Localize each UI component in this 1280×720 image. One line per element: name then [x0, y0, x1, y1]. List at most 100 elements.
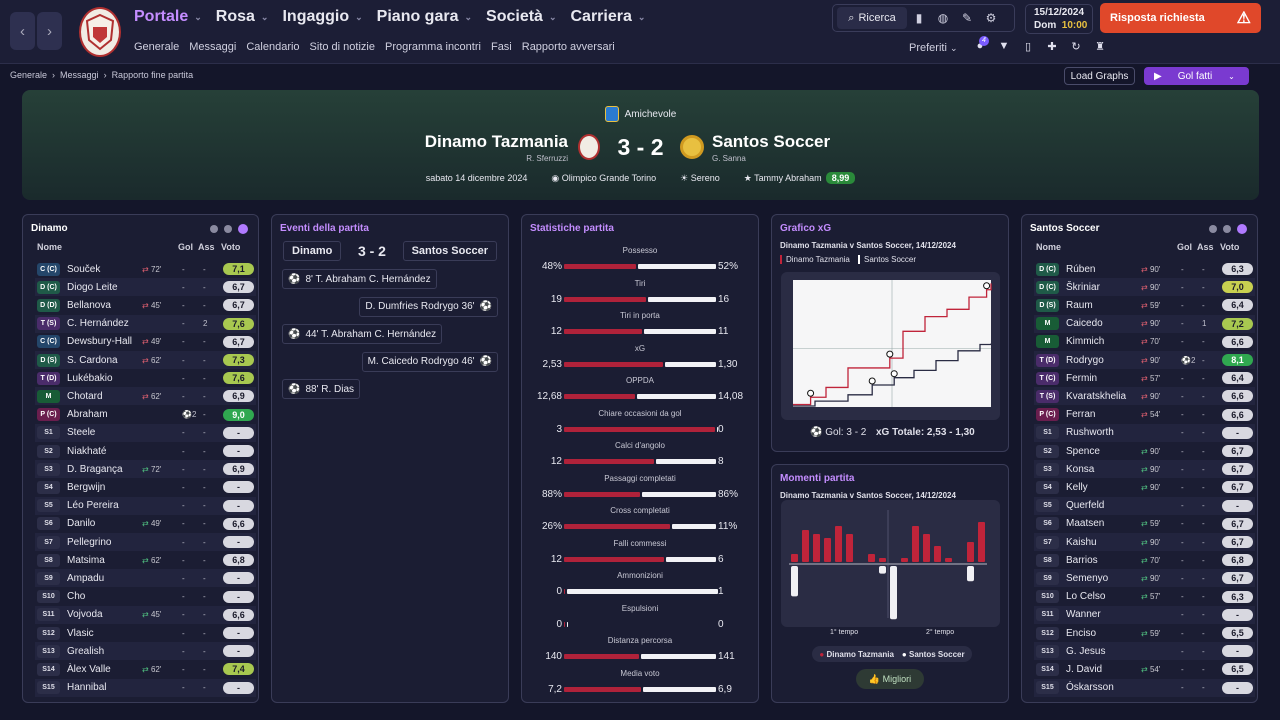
forward-button[interactable]: ›: [37, 12, 62, 50]
home-team[interactable]: Dinamo Tazmania R. Sferruzzi: [424, 132, 568, 163]
player-name[interactable]: S. Cardona: [67, 354, 118, 366]
subnav-calendario[interactable]: Calendario: [246, 41, 300, 53]
player-name[interactable]: Ferran: [1066, 409, 1096, 421]
player-name[interactable]: Rúben: [1066, 263, 1096, 275]
player-name[interactable]: Kelly: [1066, 481, 1088, 493]
player-name[interactable]: Rushworth: [1066, 427, 1114, 439]
player-name[interactable]: Enciso: [1066, 627, 1097, 639]
player-row[interactable]: D (C) Rúben ⇄ 90' - - 6,3: [1034, 260, 1255, 278]
player-row[interactable]: P (C) Abraham ⚽2- 9,0: [35, 406, 256, 424]
player-row[interactable]: T (D) Lukébakio - - 7,6: [35, 369, 256, 387]
shirt-icon[interactable]: ▼: [998, 40, 1010, 52]
player-row[interactable]: S14 Àlex Valle ⇄ 62' - - 7,4: [35, 660, 256, 678]
player-name[interactable]: Raum: [1066, 299, 1093, 311]
player-name[interactable]: Bellanova: [67, 299, 111, 311]
player-name[interactable]: Caicedo: [1066, 318, 1103, 330]
player-row[interactable]: S2 Niakhaté - - -: [35, 442, 256, 460]
player-row[interactable]: S8 Barrios ⇄ 70' - - 6,8: [1034, 551, 1255, 569]
player-row[interactable]: S9 Semenyo ⇄ 90' - - 6,7: [1034, 569, 1255, 588]
player-row[interactable]: S14 J. David ⇄ 54' - - 6,5: [1034, 660, 1255, 678]
back-button[interactable]: ‹: [10, 12, 35, 50]
player-row[interactable]: S3 D. Bragança ⇄ 72' - - 6,9: [35, 460, 256, 479]
player-row[interactable]: T (S) C. Hernández - 2 7,6: [35, 314, 256, 333]
player-row[interactable]: D (C) Škriniar ⇄ 90' - - 7,0: [1034, 278, 1255, 297]
player-row[interactable]: S5 Querfeld - - -: [1034, 496, 1255, 515]
subnav-generale[interactable]: Generale: [134, 41, 180, 53]
player-name[interactable]: Chotard: [67, 390, 103, 402]
player-name[interactable]: Pellegrino: [67, 536, 112, 548]
best-moments-button[interactable]: 👍 Migliori: [856, 669, 924, 689]
player-name[interactable]: Vojvoda: [67, 609, 103, 621]
player-name[interactable]: Kaishu: [1066, 536, 1097, 548]
player-row[interactable]: S7 Kaishu ⇄ 90' - - 6,7: [1034, 533, 1255, 551]
player-name[interactable]: Lukébakio: [67, 372, 113, 384]
crumb-messaggi[interactable]: Messaggi: [60, 70, 99, 80]
card-icon[interactable]: ▯: [1024, 41, 1032, 53]
player-name[interactable]: G. Jesus: [1066, 645, 1106, 657]
player-name[interactable]: Diogo Leite: [67, 281, 118, 293]
response-required-button[interactable]: Risposta richiesta ⚠: [1100, 3, 1261, 33]
subnav-rapporto[interactable]: Rapporto avversari: [521, 41, 615, 53]
subnav-sito-notizie[interactable]: Sito di notizie: [309, 41, 375, 53]
player-row[interactable]: M Chotard ⇄ 62' - - 6,9: [35, 387, 256, 406]
player-name[interactable]: Grealish: [67, 645, 105, 657]
game-date[interactable]: 15/12/2024 Dom 10:00: [1025, 4, 1093, 34]
event-item[interactable]: ⚽ 8' T. Abraham C. Hernández: [282, 269, 437, 289]
player-name[interactable]: J. David: [1066, 663, 1103, 675]
player-row[interactable]: C (C) Dewsbury-Hall ⇄ 49' - - 6,7: [35, 333, 256, 351]
load-graphs-button[interactable]: Load Graphs: [1064, 67, 1135, 85]
player-name[interactable]: Abraham: [67, 409, 108, 421]
nav-rosa[interactable]: Rosa ⌄: [215, 8, 269, 25]
away-team[interactable]: Santos Soccer G. Sanna: [712, 132, 831, 163]
nav-societa[interactable]: Società ⌄: [486, 8, 557, 25]
player-row[interactable]: S15 Hannibal - - -: [35, 678, 256, 697]
bookmark-icon[interactable]: ▮: [915, 11, 923, 25]
medical-icon[interactable]: ✚: [1047, 41, 1057, 53]
player-row[interactable]: S7 Pellegrino - - -: [35, 533, 256, 551]
player-name[interactable]: Cho: [67, 591, 86, 603]
player-name[interactable]: Àlex Valle: [67, 663, 111, 675]
player-name[interactable]: Kimmich: [1066, 336, 1105, 348]
player-name[interactable]: Semenyo: [1066, 572, 1109, 584]
player-name[interactable]: Wanner: [1066, 609, 1101, 621]
player-name[interactable]: Bergwijn: [67, 481, 106, 493]
nav-ingaggio[interactable]: Ingaggio ⌄: [282, 8, 363, 25]
trophy-icon[interactable]: ♜: [1095, 41, 1105, 53]
refresh-icon[interactable]: ↻: [1071, 41, 1081, 53]
player-row[interactable]: S13 Grealish - - -: [35, 642, 256, 661]
player-row[interactable]: S4 Bergwijn - - -: [35, 478, 256, 496]
subnav-messaggi[interactable]: Messaggi: [189, 41, 237, 53]
player-row[interactable]: S13 G. Jesus - - -: [1034, 642, 1255, 661]
goals-dropdown[interactable]: ▶ Gol fatti ⌄: [1144, 67, 1249, 85]
player-name[interactable]: Léo Pereira: [67, 500, 119, 512]
player-row[interactable]: S1 Rushworth - - -: [1034, 423, 1255, 442]
player-name[interactable]: Óskarsson: [1066, 682, 1114, 694]
player-row[interactable]: S1 Steele - - -: [35, 423, 256, 442]
player-row[interactable]: P (C) Ferran ⇄ 54' - - 6,6: [1034, 406, 1255, 424]
player-name[interactable]: Rodrygo: [1066, 354, 1104, 366]
player-name[interactable]: Barrios: [1066, 554, 1098, 566]
player-name[interactable]: Danilo: [67, 518, 96, 530]
player-name[interactable]: Dewsbury-Hall: [67, 336, 133, 348]
player-name[interactable]: Querfeld: [1066, 500, 1105, 512]
nav-carriera[interactable]: Carriera ⌄: [570, 8, 646, 25]
favorites-dropdown[interactable]: Preferiti ⌄: [909, 42, 958, 54]
player-name[interactable]: Niakhaté: [67, 445, 107, 457]
player-name[interactable]: Souček: [67, 263, 101, 275]
player-row[interactable]: C (C) Souček ⇄ 72' - - 7,1: [35, 260, 256, 278]
player-row[interactable]: S12 Enciso ⇄ 59' - - 6,5: [1034, 624, 1255, 642]
player-name[interactable]: Matsima: [67, 554, 105, 566]
stadium[interactable]: ◉ Olimpico Grande Torino: [551, 172, 657, 183]
player-row[interactable]: S8 Matsima ⇄ 62' - - 6,8: [35, 551, 256, 569]
panel-pager[interactable]: [1209, 224, 1247, 234]
settings-icon[interactable]: ⚙: [985, 11, 997, 25]
player-name[interactable]: Konsa: [1066, 463, 1095, 475]
event-item[interactable]: M. Caicedo Rodrygo 46' ⚽: [361, 351, 498, 372]
player-row[interactable]: S9 Ampadu - - -: [35, 569, 256, 588]
player-row[interactable]: S12 Vlasic - - -: [35, 624, 256, 642]
player-row[interactable]: S3 Konsa ⇄ 90' - - 6,7: [1034, 460, 1255, 479]
player-name[interactable]: D. Bragança: [67, 463, 123, 475]
player-row[interactable]: T (D) Rodrygo ⇄ 90' ⚽2- 8,1: [1034, 351, 1255, 369]
nav-portale[interactable]: Portale ⌄: [134, 8, 202, 25]
club-crest[interactable]: [79, 7, 121, 57]
